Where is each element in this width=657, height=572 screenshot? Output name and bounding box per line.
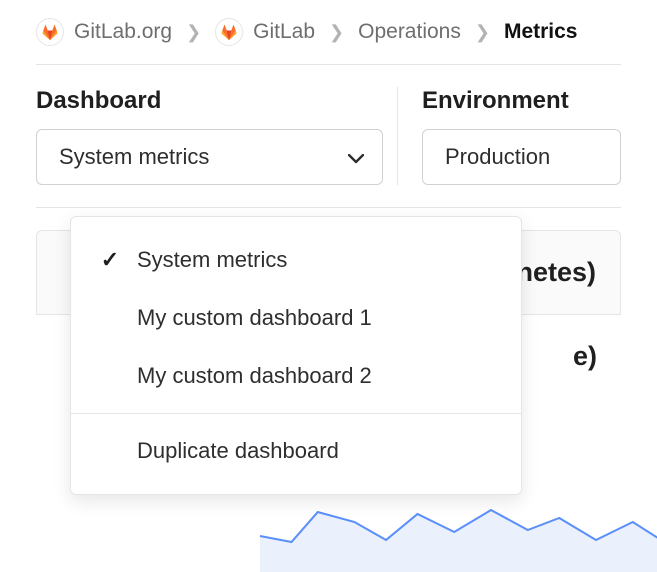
dropdown-item-label: My custom dashboard 1 <box>137 305 372 331</box>
dashboard-select-value: System metrics <box>59 144 209 170</box>
dropdown-item-custom-2[interactable]: My custom dashboard 2 <box>71 347 521 405</box>
dropdown-item-custom-1[interactable]: My custom dashboard 1 <box>71 289 521 347</box>
environment-select-value: Production <box>445 144 550 170</box>
filter-bar: Dashboard System metrics Environment Pro… <box>36 64 621 208</box>
breadcrumb-label: Operations <box>358 20 461 44</box>
dropdown-divider <box>71 413 521 414</box>
dropdown-action-duplicate[interactable]: Duplicate dashboard <box>71 422 521 480</box>
dropdown-item-label: Duplicate dashboard <box>137 438 339 464</box>
dropdown-item-label: My custom dashboard 2 <box>137 363 372 389</box>
check-icon: ✓ <box>99 247 121 273</box>
filter-group-dashboard: Dashboard System metrics <box>36 87 398 185</box>
chevron-right-icon: ❯ <box>475 22 490 43</box>
chevron-right-icon: ❯ <box>329 22 344 43</box>
breadcrumb-label: GitLab.org <box>74 20 172 44</box>
filter-title-dashboard: Dashboard <box>36 87 383 115</box>
breadcrumb-item-operations[interactable]: Operations <box>358 20 461 44</box>
breadcrumb-item-gitlab[interactable]: GitLab <box>215 18 315 46</box>
breadcrumb-item-metrics[interactable]: Metrics <box>504 20 578 44</box>
environment-select[interactable]: Production <box>422 129 621 185</box>
chevron-down-icon <box>348 144 364 170</box>
filter-title-environment: Environment <box>422 87 621 115</box>
breadcrumb-item-gitlab-org[interactable]: GitLab.org <box>36 18 172 46</box>
breadcrumb: GitLab.org ❯ GitLab ❯ Operations ❯ Metri… <box>0 0 657 64</box>
filter-group-environment: Environment Production <box>398 87 621 185</box>
chevron-right-icon: ❯ <box>186 22 201 43</box>
dashboard-dropdown: ✓ System metrics My custom dashboard 1 M… <box>70 216 522 495</box>
dropdown-item-label: System metrics <box>137 247 287 273</box>
breadcrumb-label: GitLab <box>253 20 315 44</box>
gitlab-logo-icon <box>36 18 64 46</box>
metrics-line-chart <box>260 492 657 572</box>
breadcrumb-label: Metrics <box>504 20 578 44</box>
gitlab-logo-icon <box>215 18 243 46</box>
dropdown-item-system-metrics[interactable]: ✓ System metrics <box>71 231 521 289</box>
dashboard-select[interactable]: System metrics <box>36 129 383 185</box>
